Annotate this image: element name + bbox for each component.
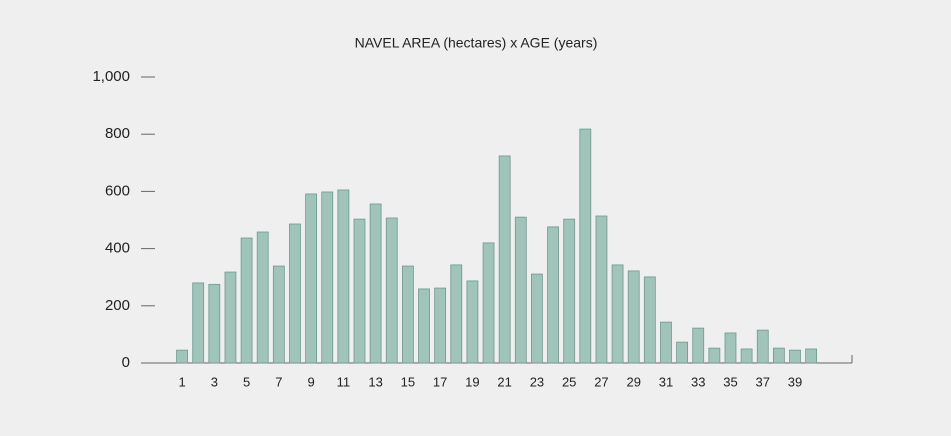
bar	[547, 226, 559, 364]
x-tick-label: 33	[691, 374, 705, 389]
x-tick-label: 11	[337, 374, 351, 389]
y-tick-label: 600	[105, 182, 130, 199]
bar	[595, 215, 608, 364]
bar	[192, 282, 205, 364]
x-tick-label: 9	[307, 374, 314, 389]
chart-title: NAVEL AREA (hectares) x AGE (years)	[355, 35, 598, 51]
bar	[514, 216, 527, 364]
x-tick-label: 25	[562, 374, 576, 389]
bar	[385, 217, 398, 364]
bar	[724, 332, 737, 364]
x-tick-label: 37	[756, 374, 770, 389]
bar	[660, 321, 672, 364]
x-tick-label: 1	[178, 374, 185, 389]
bar	[256, 231, 269, 364]
x-tick-label: 5	[243, 374, 250, 389]
x-tick-label: 27	[594, 374, 608, 389]
y-tick-label: 200	[105, 297, 130, 314]
bar	[272, 265, 285, 364]
bar	[208, 283, 221, 364]
bar	[289, 223, 301, 364]
bar	[321, 191, 334, 364]
y-tick-label: 1,000	[92, 68, 130, 85]
bar	[401, 265, 414, 364]
bar	[337, 189, 350, 364]
bar	[531, 273, 543, 364]
bar	[643, 276, 656, 364]
bar	[611, 264, 624, 364]
x-tick-label: 7	[275, 374, 282, 389]
bar	[353, 218, 366, 364]
bar	[224, 271, 237, 364]
bar	[563, 218, 576, 364]
bar	[627, 270, 640, 364]
bar	[418, 288, 430, 364]
bar	[692, 327, 705, 364]
x-tick-label: 17	[433, 374, 447, 389]
bar	[240, 237, 253, 364]
bar	[772, 347, 785, 364]
bar	[498, 155, 511, 364]
bar	[466, 280, 479, 364]
x-tick-label: 35	[723, 374, 737, 389]
x-tick-label: 21	[497, 374, 511, 389]
bar	[805, 348, 818, 364]
x-tick-label: 31	[659, 374, 673, 389]
bar	[369, 203, 382, 364]
bar	[450, 264, 463, 364]
y-tick-label: 0	[122, 354, 130, 371]
x-tick-label: 15	[401, 374, 415, 389]
x-tick-label: 39	[788, 374, 802, 389]
bar	[176, 349, 188, 364]
y-tick-label: 800	[105, 125, 130, 142]
bar	[789, 349, 801, 364]
bar	[740, 348, 753, 364]
bar	[708, 347, 721, 364]
bar	[305, 193, 318, 364]
x-tick-label: 19	[465, 374, 479, 389]
bar	[579, 128, 592, 364]
bar	[482, 242, 495, 364]
bar	[756, 329, 769, 364]
y-tick-label: 400	[105, 240, 130, 257]
bar	[434, 287, 447, 364]
x-tick-label: 13	[368, 374, 382, 389]
x-tick-label: 3	[211, 374, 218, 389]
x-tick-label: 23	[530, 374, 544, 389]
bar	[676, 341, 688, 364]
x-tick-label: 29	[626, 374, 640, 389]
